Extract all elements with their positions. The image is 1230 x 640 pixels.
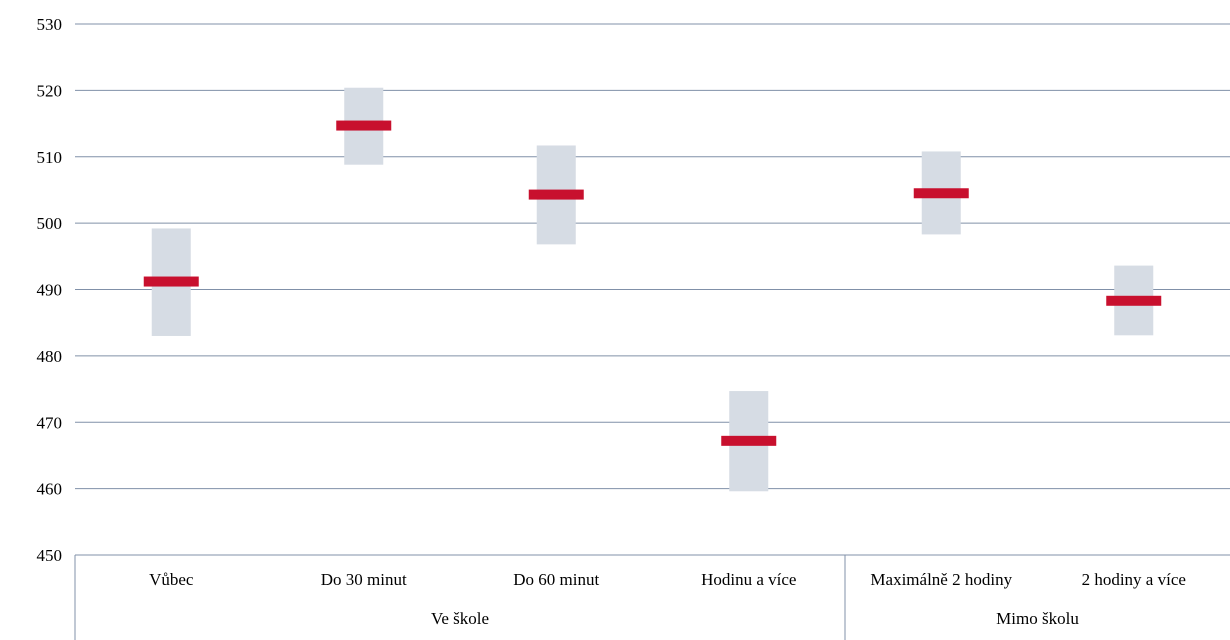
x-tick-label: Maximálně 2 hodiny bbox=[870, 570, 1012, 589]
mean-marker bbox=[336, 120, 392, 131]
x-tick-label: Do 30 minut bbox=[321, 570, 407, 589]
mean-marker bbox=[721, 435, 777, 446]
x-tick-label: Do 60 minut bbox=[513, 570, 599, 589]
mean-marker bbox=[143, 276, 199, 287]
y-tick-label: 510 bbox=[37, 148, 63, 167]
y-tick-label: 500 bbox=[37, 214, 63, 233]
x-tick-label: 2 hodiny a více bbox=[1082, 570, 1186, 589]
group-label: Mimo školu bbox=[996, 609, 1079, 628]
x-tick-label: Vůbec bbox=[149, 570, 194, 589]
x-tick-label: Hodinu a více bbox=[701, 570, 796, 589]
mean-marker bbox=[913, 188, 969, 199]
mean-marker bbox=[1106, 295, 1162, 306]
x-axis: Ve škole Mimo školu Vůbec Do 30 minut Do 60 … bbox=[74, 554, 1230, 640]
y-tick-label: 470 bbox=[37, 413, 63, 432]
gridlines bbox=[75, 23, 1230, 490]
y-tick-label: 530 bbox=[37, 15, 63, 34]
y-tick-label: 460 bbox=[37, 480, 63, 499]
mean-markers bbox=[143, 120, 1162, 446]
mean-marker bbox=[528, 189, 584, 200]
y-tick-label: 450 bbox=[37, 546, 63, 565]
y-tick-label: 480 bbox=[37, 347, 63, 366]
group-label: Ve škole bbox=[431, 609, 489, 628]
y-axis-ticks: 450 460 470 480 490 500 510 520 530 bbox=[37, 15, 63, 565]
y-tick-label: 490 bbox=[37, 281, 63, 300]
y-tick-label: 520 bbox=[37, 81, 63, 100]
